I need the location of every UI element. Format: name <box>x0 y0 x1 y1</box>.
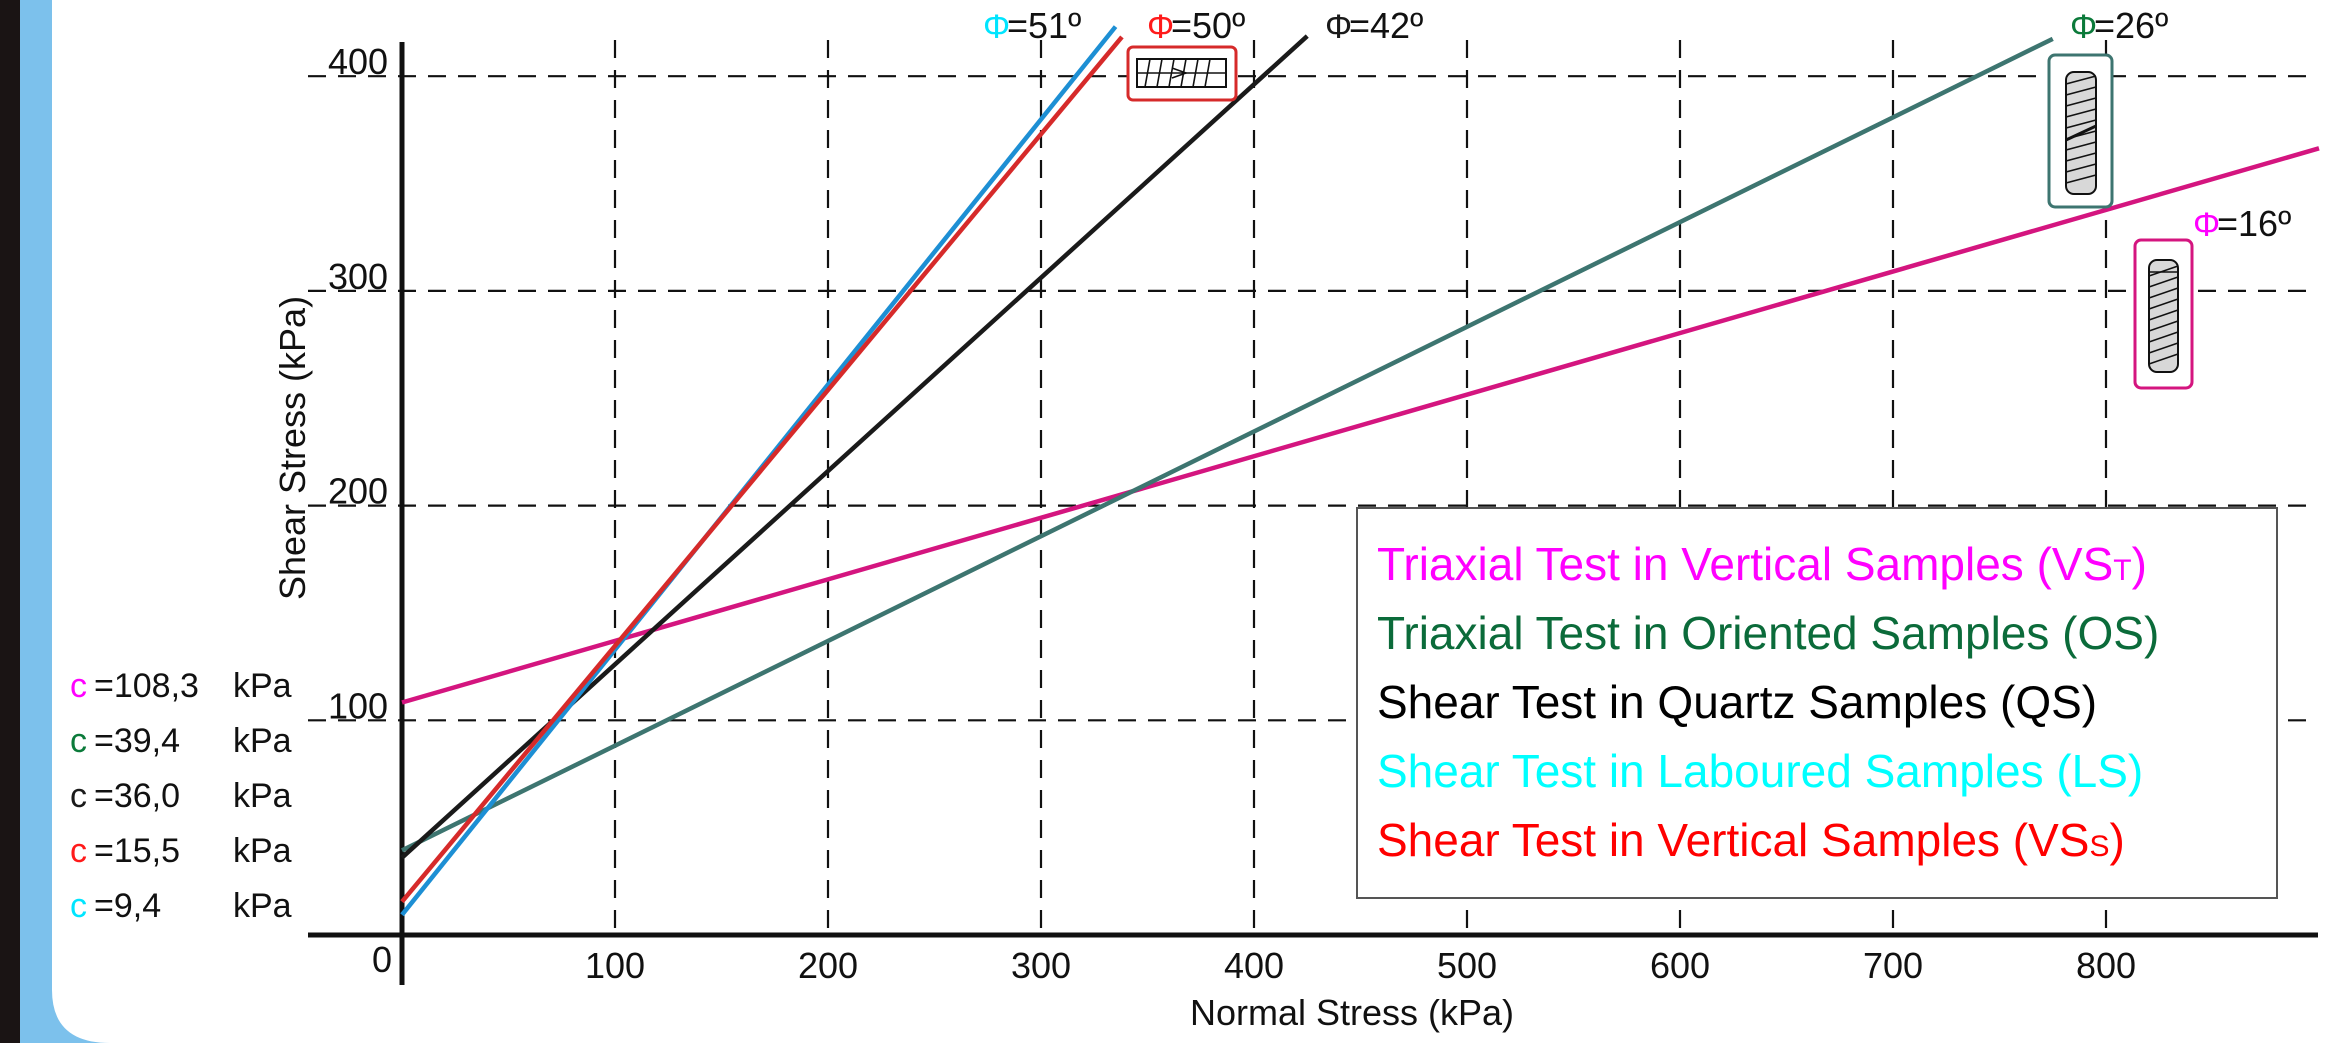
legend: Triaxial Test in Vertical Samples (VST)T… <box>1356 507 2278 899</box>
vst-hatch-6 <box>2148 331 2179 343</box>
legend-item-qs: Shear Test in Quartz Samples (QS) <box>1377 676 2097 728</box>
vst-hatch-2 <box>2148 287 2179 299</box>
legend-box <box>1356 507 2278 899</box>
y-tick-label-100: 100 <box>328 685 388 726</box>
grid <box>308 40 2318 935</box>
legend-close-vst: ) <box>2132 538 2147 590</box>
left-dark-border <box>0 0 20 1043</box>
sample-insets <box>1126 45 2194 390</box>
phi-symbol-qs: Φ <box>1325 8 1352 46</box>
x-tick-label-700: 700 <box>1863 945 1923 986</box>
c-value-vss: =15,5 <box>94 832 180 870</box>
c-symbol-os: c <box>70 722 87 760</box>
os-hatch-7 <box>2065 152 2097 162</box>
legend-label-os: Triaxial Test in Oriented Samples (OS) <box>1377 607 2159 659</box>
c-symbol-qs: c <box>70 777 87 815</box>
legend-subscript-vst: T <box>2113 554 2131 587</box>
phi-symbol-ls: Φ <box>983 8 1010 46</box>
vst-hatch-0 <box>2148 265 2179 277</box>
series-lines <box>400 25 2320 917</box>
c-unit-ls: kPa <box>233 887 292 925</box>
phi-value-vss: =50º <box>1171 5 1245 46</box>
c-value-vst: =108,3 <box>94 667 199 705</box>
phi-symbol-vst: Φ <box>2193 206 2220 244</box>
phi-symbol-vss: Φ <box>1147 8 1174 46</box>
c-value-qs: =36,0 <box>94 777 180 815</box>
bottom-blue-corner <box>52 990 110 1043</box>
c-unit-os: kPa <box>233 722 292 760</box>
c-unit-vst: kPa <box>233 667 292 705</box>
legend-close-vss: ) <box>2110 814 2125 866</box>
c-value-os: =39,4 <box>94 722 180 760</box>
x-tick-label-500: 500 <box>1437 945 1497 986</box>
legend-label-vst: Triaxial Test in Vertical Samples (VS <box>1377 538 2113 590</box>
vst-hatch-4 <box>2148 309 2179 321</box>
legend-item-ls: Shear Test in Laboured Samples (LS) <box>1377 745 2143 797</box>
series-line-vst <box>401 146 2320 705</box>
vss-arrow-icon <box>1171 67 1189 79</box>
legend-subscript-vss: S <box>2089 830 2109 863</box>
x-tick-label-400: 400 <box>1224 945 1284 986</box>
series-line-vss <box>400 35 1124 904</box>
os-hatch-9 <box>2065 174 2097 184</box>
os-hatch-3 <box>2065 108 2097 118</box>
os-hatch-6 <box>2065 141 2097 151</box>
legend-label-ls: Shear Test in Laboured Samples (LS) <box>1377 745 2143 797</box>
c-unit-qs: kPa <box>233 777 292 815</box>
y-tick-label-400: 400 <box>328 41 388 82</box>
vst-specimen <box>2148 259 2179 373</box>
c-symbol-vst: c <box>70 667 87 705</box>
legend-item-vst: Triaxial Test in Vertical Samples (VST) <box>1377 538 2147 590</box>
vst-hatch-8 <box>2148 353 2179 365</box>
phi-value-ls: =51º <box>1007 5 1081 46</box>
legend-item-os: Triaxial Test in Oriented Samples (OS) <box>1377 607 2159 659</box>
vst-hatch-3 <box>2148 298 2179 310</box>
x-tick-label-200: 200 <box>798 945 858 986</box>
phi-value-qs: =42º <box>1349 5 1423 46</box>
c-symbol-ls: c <box>70 887 87 925</box>
tick-labels: 0 100 200 300 400 500 600 700 800 100 200 300 400 <box>328 41 2136 986</box>
os-hatch-2 <box>2065 97 2097 107</box>
left-blue-border <box>20 0 52 1043</box>
series-line-os <box>401 36 2054 853</box>
c-unit-vss: kPa <box>233 832 292 870</box>
c-symbol-vss: c <box>70 832 87 870</box>
c-value-ls: =9,4 <box>94 887 161 925</box>
x-tick-label-0: 0 <box>372 939 392 980</box>
os-shear-plane <box>2065 124 2097 142</box>
legend-item-vss: Shear Test in Vertical Samples (VSS) <box>1377 814 2125 866</box>
vst-hatch-5 <box>2148 320 2179 332</box>
legend-items: Triaxial Test in Vertical Samples (VST)T… <box>1377 538 2159 866</box>
x-tick-label-300: 300 <box>1011 945 1071 986</box>
legend-label-qs: Shear Test in Quartz Samples (QS) <box>1377 676 2097 728</box>
vst-hatch-7 <box>2148 342 2179 354</box>
y-tick-label-300: 300 <box>328 256 388 297</box>
phi-symbol-os: Φ <box>2070 8 2097 46</box>
phi-value-vst: =16º <box>2217 203 2291 244</box>
os-hatch-0 <box>2065 75 2097 85</box>
vst-hatch-1 <box>2148 276 2179 288</box>
os-hatch-4 <box>2065 119 2097 129</box>
y-tick-label-200: 200 <box>328 471 388 512</box>
os-hatch-8 <box>2065 163 2097 173</box>
x-tick-label-600: 600 <box>1650 945 1710 986</box>
x-tick-label-800: 800 <box>2076 945 2136 986</box>
os-hatch-1 <box>2065 86 2097 96</box>
phi-value-os: =26º <box>2094 5 2168 46</box>
series-line-qs <box>400 34 1309 860</box>
legend-label-vss: Shear Test in Vertical Samples (VS <box>1377 814 2089 866</box>
y-axis-label: Shear Stress (kPa) <box>272 296 313 600</box>
x-axis-label: Normal Stress (kPa) <box>1190 992 1514 1033</box>
axes <box>308 42 2318 985</box>
x-tick-label-100: 100 <box>585 945 645 986</box>
